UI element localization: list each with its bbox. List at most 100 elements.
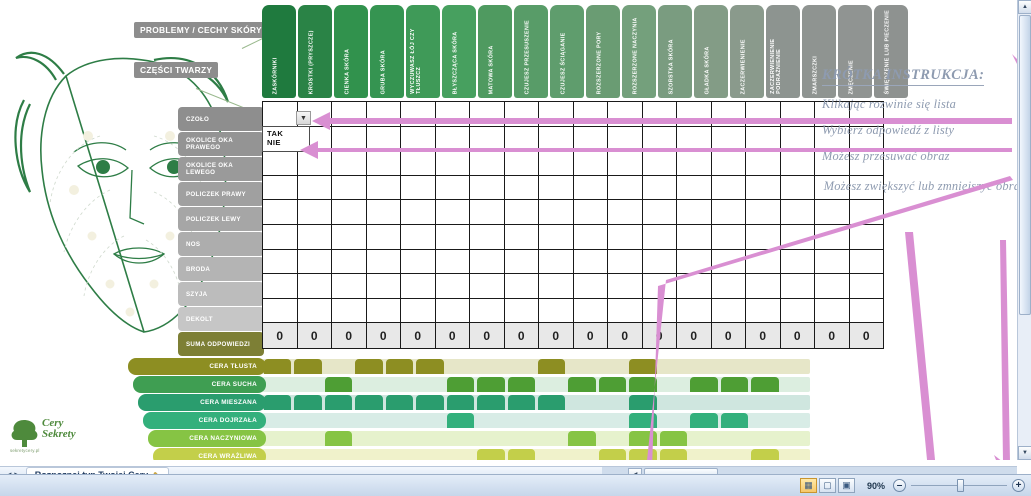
grid-cell-r3-c1[interactable] [296,174,332,201]
grid-cell-r7-c9[interactable] [572,273,608,299]
zoom-slider-track[interactable] [911,479,1007,492]
grid-cell-r1-c7[interactable] [503,125,539,152]
grid-cell-r3-c12[interactable] [676,174,712,201]
grid-cell-r1-c3[interactable] [365,125,401,152]
grid-cell-r8-c7[interactable] [503,297,539,324]
grid-cell-r2-c8[interactable] [538,150,574,176]
grid-cell-r2-c10[interactable] [607,150,643,176]
grid-cell-r2-c9[interactable] [572,150,608,176]
grid-cell-r4-c6[interactable] [469,199,505,225]
grid-cell-r4-c11[interactable] [641,199,677,225]
grid-cell-r2-c11[interactable] [641,150,677,176]
grid-cell-r2-c2[interactable] [331,150,367,176]
grid-cell-r3-c5[interactable] [434,174,470,201]
grid-cell-r8-c10[interactable] [607,297,643,324]
grid-cell-r8-c0[interactable] [262,297,298,324]
grid-cell-r6-c4[interactable] [400,248,436,275]
grid-cell-r3-c13[interactable] [710,174,746,201]
grid-cell-r0-c10[interactable] [607,101,643,127]
grid-cell-r6-c0[interactable] [262,248,298,275]
grid-cell-r7-c16[interactable] [814,273,850,299]
grid-cell-r2-c6[interactable] [469,150,505,176]
grid-cell-r1-c12[interactable] [676,125,712,152]
grid-cell-r5-c15[interactable] [779,223,815,250]
grid-cell-r5-c1[interactable] [296,223,332,250]
grid-cell-r3-c0[interactable] [262,174,298,201]
grid-cell-r5-c10[interactable] [607,223,643,250]
grid-cell-r0-c9[interactable] [572,101,608,127]
grid-cell-r7-c0[interactable] [262,273,298,299]
grid-cell-r8-c15[interactable] [779,297,815,324]
grid-cell-r7-c3[interactable] [365,273,401,299]
grid-cell-r0-c14[interactable] [745,101,781,127]
vertical-scrollbar[interactable]: ▲ ▼ [1017,0,1031,460]
grid-cell-r6-c3[interactable] [365,248,401,275]
grid-cell-r7-c4[interactable] [400,273,436,299]
grid-cell-r3-c9[interactable] [572,174,608,201]
grid-cell-r7-c14[interactable] [745,273,781,299]
grid-cell-r0-c11[interactable] [641,101,677,127]
grid-cell-r1-c9[interactable] [572,125,608,152]
grid-cell-r7-c15[interactable] [779,273,815,299]
grid-cell-r5-c2[interactable] [331,223,367,250]
grid-cell-r8-c11[interactable] [641,297,677,324]
grid-cell-r8-c9[interactable] [572,297,608,324]
worksheet-canvas[interactable]: Cery Sekrety sekretycery.pl PROBLEMY / C… [0,0,1017,460]
grid-cell-r0-c4[interactable] [400,101,436,127]
grid-cell-r2-c1[interactable] [296,150,332,176]
grid-cell-r1-c5[interactable] [434,125,470,152]
scroll-up-icon[interactable]: ▲ [1018,0,1031,14]
grid-cell-r5-c5[interactable] [434,223,470,250]
normal-view-button[interactable]: ▦ [799,478,817,493]
grid-cell-r7-c13[interactable] [710,273,746,299]
grid-cell-r5-c13[interactable] [710,223,746,250]
grid-cell-r2-c7[interactable] [503,150,539,176]
dropdown-option-tak[interactable]: TAK [267,129,284,138]
grid-cell-r4-c0[interactable] [262,199,298,225]
grid-cell-r6-c17[interactable] [848,248,884,275]
grid-cell-r6-c5[interactable] [434,248,470,275]
grid-cell-r5-c11[interactable] [641,223,677,250]
grid-cell-r8-c12[interactable] [676,297,712,324]
grid-cell-r4-c9[interactable] [572,199,608,225]
grid-cell-r4-c2[interactable] [331,199,367,225]
grid-cell-r6-c15[interactable] [779,248,815,275]
scroll-down-icon[interactable]: ▼ [1018,446,1031,460]
grid-cell-r6-c16[interactable] [814,248,850,275]
grid-cell-r1-c6[interactable] [469,125,505,152]
dropdown-arrow-icon[interactable]: ▼ [296,111,311,125]
grid-cell-r0-c2[interactable] [331,101,367,127]
grid-cell-r7-c11[interactable] [641,273,677,299]
grid-cell-r6-c12[interactable] [676,248,712,275]
grid-cell-r0-c15[interactable] [779,101,815,127]
grid-cell-r2-c0[interactable] [262,150,298,176]
grid-cell-r8-c16[interactable] [814,297,850,324]
grid-cell-r7-c8[interactable] [538,273,574,299]
grid-cell-r4-c4[interactable] [400,199,436,225]
grid-cell-r8-c14[interactable] [745,297,781,324]
grid-cell-r5-c6[interactable] [469,223,505,250]
grid-cell-r6-c13[interactable] [710,248,746,275]
grid-cell-r5-c0[interactable] [262,223,298,250]
grid-cell-r6-c10[interactable] [607,248,643,275]
zoom-out-button[interactable]: – [893,479,906,492]
grid-cell-r6-c7[interactable] [503,248,539,275]
grid-cell-r7-c10[interactable] [607,273,643,299]
grid-cell-r1-c4[interactable] [400,125,436,152]
grid-cell-r7-c6[interactable] [469,273,505,299]
grid-cell-r3-c2[interactable] [331,174,367,201]
grid-cell-r4-c3[interactable] [365,199,401,225]
grid-cell-r0-c7[interactable] [503,101,539,127]
grid-cell-r5-c3[interactable] [365,223,401,250]
grid-cell-r8-c6[interactable] [469,297,505,324]
grid-cell-r5-c8[interactable] [538,223,574,250]
grid-cell-r3-c3[interactable] [365,174,401,201]
grid-cell-r2-c14[interactable] [745,150,781,176]
grid-cell-r3-c14[interactable] [745,174,781,201]
grid-cell-r2-c4[interactable] [400,150,436,176]
grid-cell-r4-c15[interactable] [779,199,815,225]
grid-cell-r0-c5[interactable] [434,101,470,127]
grid-cell-r3-c11[interactable] [641,174,677,201]
zoom-in-button[interactable]: + [1012,479,1025,492]
grid-cell-r1-c15[interactable] [779,125,815,152]
